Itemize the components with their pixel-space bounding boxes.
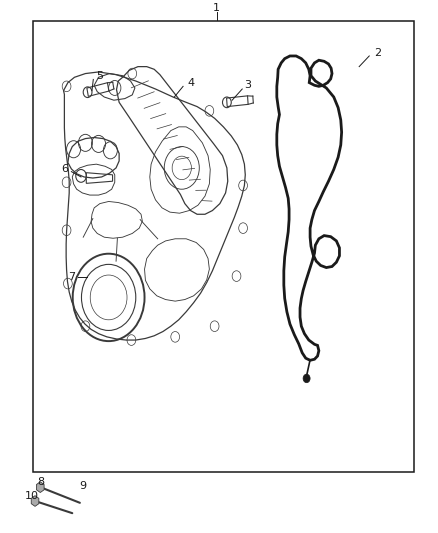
Text: 10: 10: [25, 491, 39, 500]
Text: 5: 5: [96, 71, 103, 80]
Text: 7: 7: [68, 272, 75, 282]
Polygon shape: [31, 496, 39, 506]
Text: 4: 4: [187, 78, 194, 87]
Text: 8: 8: [37, 477, 44, 487]
Text: 2: 2: [374, 49, 381, 58]
Text: 3: 3: [244, 80, 251, 90]
Bar: [33, 21, 414, 472]
Circle shape: [303, 374, 310, 383]
Polygon shape: [36, 482, 44, 492]
Text: 6: 6: [61, 165, 68, 174]
Text: 9: 9: [80, 481, 87, 491]
Text: 1: 1: [213, 3, 220, 13]
